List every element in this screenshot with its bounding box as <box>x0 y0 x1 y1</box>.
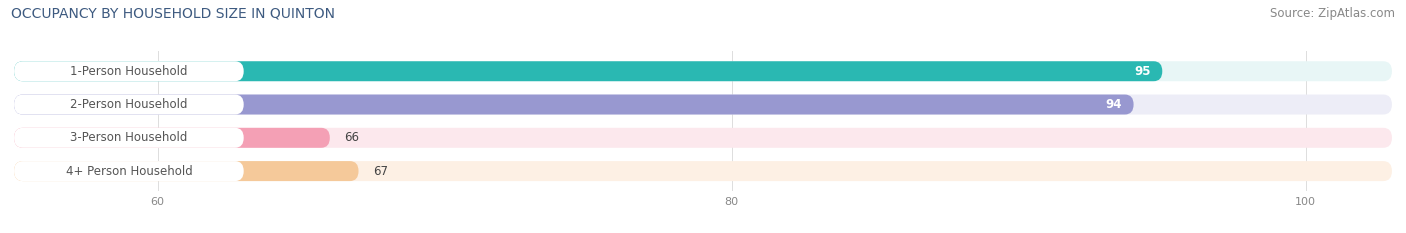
Text: Source: ZipAtlas.com: Source: ZipAtlas.com <box>1270 7 1395 20</box>
Text: 66: 66 <box>344 131 359 144</box>
Text: OCCUPANCY BY HOUSEHOLD SIZE IN QUINTON: OCCUPANCY BY HOUSEHOLD SIZE IN QUINTON <box>11 7 335 21</box>
Text: 67: 67 <box>373 164 388 178</box>
Text: 3-Person Household: 3-Person Household <box>70 131 187 144</box>
Text: 4+ Person Household: 4+ Person Household <box>66 164 193 178</box>
Text: 2-Person Household: 2-Person Household <box>70 98 187 111</box>
Text: 1-Person Household: 1-Person Household <box>70 65 187 78</box>
FancyBboxPatch shape <box>14 61 1163 81</box>
FancyBboxPatch shape <box>14 95 1392 114</box>
Text: 95: 95 <box>1135 65 1150 78</box>
Text: 94: 94 <box>1105 98 1122 111</box>
FancyBboxPatch shape <box>14 61 243 81</box>
FancyBboxPatch shape <box>14 161 359 181</box>
FancyBboxPatch shape <box>14 161 243 181</box>
FancyBboxPatch shape <box>14 95 1133 114</box>
FancyBboxPatch shape <box>14 95 243 114</box>
FancyBboxPatch shape <box>14 161 1392 181</box>
FancyBboxPatch shape <box>14 128 330 148</box>
FancyBboxPatch shape <box>14 61 1392 81</box>
FancyBboxPatch shape <box>14 128 243 148</box>
FancyBboxPatch shape <box>14 128 1392 148</box>
